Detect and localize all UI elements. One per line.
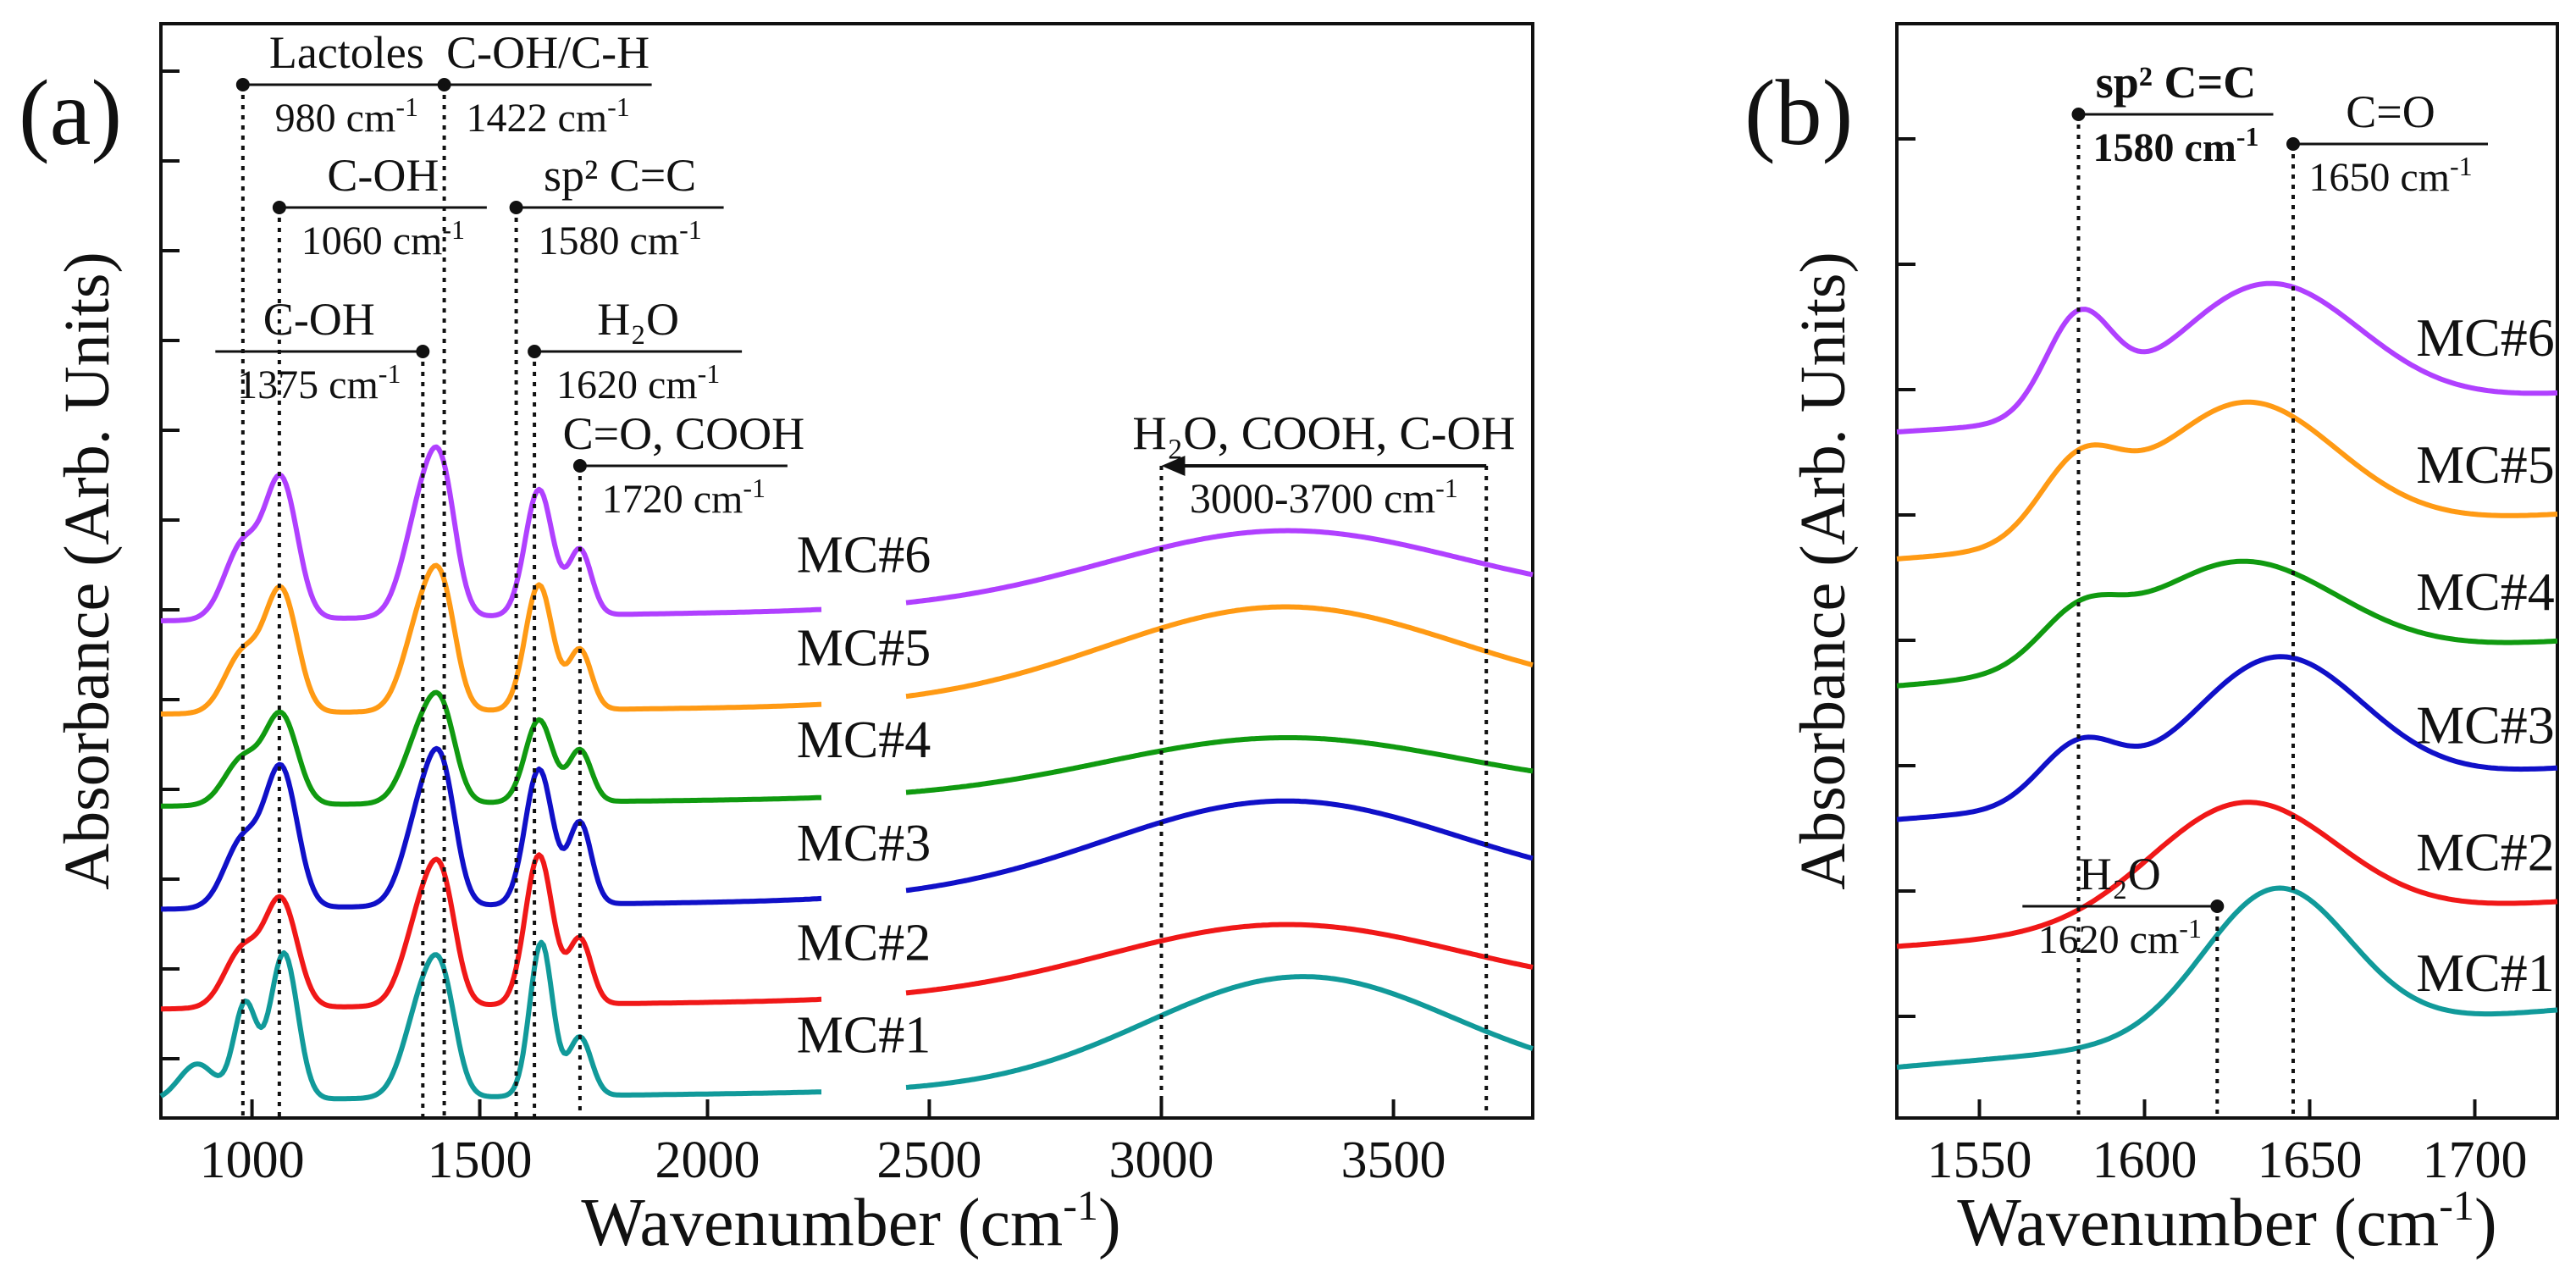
panel-b-x-axis-label: Wavenumber (cm-1): [1957, 1182, 2496, 1260]
x-tick-label: 1600: [2092, 1132, 2197, 1189]
annotation-label: H₂O: [597, 294, 679, 345]
x-tick-label: 3000: [1108, 1132, 1213, 1189]
panel-a-x-ticks: 1000 1500 2000 2500 3000 3500: [200, 1099, 1446, 1189]
x-tick-label: 2000: [655, 1132, 760, 1189]
series-label: MC#6: [2416, 307, 2555, 368]
x-tick-label: 1550: [1927, 1132, 2032, 1189]
x-tick-label: 3500: [1341, 1132, 1446, 1189]
x-tick-label: 1700: [2423, 1132, 2528, 1189]
annotation-label: C-OH/C-H: [446, 27, 650, 78]
series-line-MC6: [905, 528, 1534, 606]
panel-b-x-ticks: 1550 1600 1650 1700: [1927, 1099, 2528, 1189]
annotation-value: 1060 cm-1: [301, 214, 465, 263]
annotation-label: C=O, COOH: [563, 408, 804, 459]
series-line-MC5: [1896, 399, 2558, 562]
annotation-value: 1422 cm-1: [466, 91, 629, 141]
series-line-MC3: [1896, 654, 2558, 822]
annotation-value: 1620 cm-1: [556, 358, 720, 407]
series-label: MC#1: [797, 1006, 931, 1064]
annotation-value: 1580 cm-1: [538, 214, 701, 263]
series-line-MC3: [160, 745, 822, 912]
series-label: MC#5: [797, 619, 931, 677]
series-line-MC5: [160, 562, 822, 717]
annotation-value: 1580 cm-1: [2093, 121, 2259, 170]
series-line-MC3: [905, 798, 1534, 894]
annotation-arrowhead: [1161, 456, 1186, 476]
panel-b-y-axis-label: Absorbance (Arb. Units): [1788, 252, 1859, 889]
panel-a-y-axis-label: Absorbance (Arb. Units): [52, 252, 123, 889]
series-label: MC#2: [2416, 822, 2555, 883]
panel-a-series: MC#6 MC#5 MC#4 MC#3 MC#2 MC#1: [159, 444, 1534, 1102]
panel-a-label: (a): [19, 61, 122, 164]
series-line-MC1: [1896, 885, 2558, 1070]
panel-b-label: (b): [1744, 61, 1853, 164]
annotation-label: C-OH: [263, 294, 375, 345]
panel-b-series: MC#6 MC#5 MC#4 MC#3 MC#2 MC#1: [1896, 280, 2558, 1070]
annotation-label: Lactoles: [269, 27, 424, 78]
series-label: MC#4: [797, 711, 931, 769]
panel-a-annotations: Lactoles 980 cm-1 C-OH/C-H 1422 cm-1 C-OH 106…: [215, 27, 1515, 1118]
panel-b-annotations: sp² C=C 1580 cm-1 C=O 1650 cm-1 H₂O 1620 cm-1: [2022, 57, 2488, 1118]
series-line-MC5: [905, 604, 1534, 700]
annotation-value: 3000-3700 cm-1: [1190, 473, 1458, 522]
annotation-value: 1720 cm-1: [602, 473, 766, 522]
series-label: MC#3: [797, 815, 931, 872]
panel-b: (b) Absorbance (Arb. Units) Wavenumber (…: [1744, 22, 2559, 1260]
panel-a: (a) Absorbance (Arb. Units) Wavenumber (…: [19, 22, 1534, 1260]
series-label: MC#4: [2416, 562, 2555, 622]
series-line-MC6: [160, 444, 822, 623]
series-line-MC6: [1896, 280, 2558, 434]
series-line-MC2: [1896, 800, 2558, 949]
annotation-label: C=O: [2346, 86, 2435, 137]
x-tick-label: 1650: [2258, 1132, 2363, 1189]
annotation-value: 980 cm-1: [275, 91, 418, 141]
series-line-MC4: [160, 689, 822, 809]
panel-a-x-axis-label: Wavenumber (cm-1): [581, 1182, 1120, 1260]
annotation-label: C-OH: [327, 150, 439, 201]
x-tick-label: 2500: [876, 1132, 981, 1189]
annotation-value: 1650 cm-1: [2308, 151, 2472, 200]
series-label: MC#2: [797, 915, 931, 972]
series-label: MC#5: [2416, 434, 2555, 495]
series-label: MC#1: [2416, 943, 2555, 1003]
annotation-label: sp² C=C: [2096, 57, 2257, 108]
annotation-label: H₂O: [2079, 849, 2161, 899]
annotation-value: 1375 cm-1: [237, 358, 401, 407]
series-line-MC1: [159, 939, 822, 1102]
series-label: MC#6: [797, 526, 931, 584]
series-line-MC4: [1896, 558, 2558, 689]
x-tick-label: 1500: [428, 1132, 533, 1189]
annotation-label: H₂O, COOH, C-OH: [1132, 407, 1515, 460]
panel-a-frame: [159, 22, 1534, 1120]
series-line-MC1: [905, 974, 1534, 1090]
panel-a-y-axis: [161, 69, 180, 1060]
panel-b-y-axis: [1897, 137, 1915, 1018]
series-line-MC2: [160, 852, 822, 1012]
panel-b-frame: [1895, 22, 2559, 1120]
annotation-value: 1620 cm-1: [2038, 913, 2202, 962]
x-tick-label: 1000: [200, 1132, 305, 1189]
series-label: MC#3: [2416, 695, 2555, 755]
series-line-MC4: [905, 735, 1534, 795]
series-line-MC2: [905, 922, 1534, 996]
annotation-label: sp² C=C: [544, 150, 696, 201]
